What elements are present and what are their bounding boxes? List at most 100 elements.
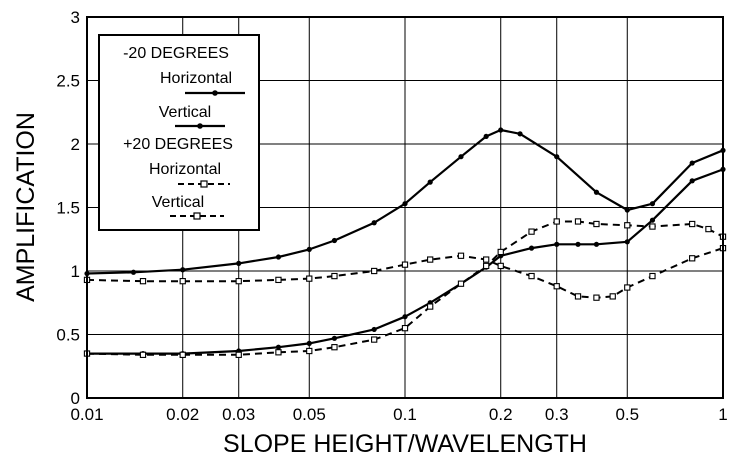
series-2 [83,244,727,301]
data-point [236,260,242,266]
legend-label-plus20-horizontal: Horizontal [149,161,221,178]
data-point [553,218,560,225]
data-point [306,275,313,282]
data-point [593,241,600,247]
data-point [427,179,433,185]
data-point [275,276,282,284]
data-point [483,133,489,139]
data-point [371,326,377,333]
data-point [402,201,408,207]
data-point [139,278,147,285]
data-point [371,220,377,226]
x-tick-label: 0.05 [293,405,326,424]
x-tick-label: 0.3 [545,405,569,424]
legend-box [98,34,260,231]
data-point [649,217,656,223]
y-tick-label: 2 [71,135,80,154]
x-tick-label: 0.03 [222,405,255,424]
data-point [371,267,378,275]
series-layer [83,127,727,358]
data-point [331,272,338,280]
data-point [553,283,560,290]
data-point [609,293,616,300]
data-point [235,278,242,285]
series-0 [84,127,726,277]
legend-label-minus20-horizontal: Horizontal [160,70,232,87]
data-point [306,246,312,253]
x-tick-label: 0.02 [166,405,199,424]
data-point [689,178,695,184]
x-tick-label: 0.5 [615,405,639,424]
data-point [689,220,696,228]
y-tick-labels: 0 0.5 1 1.5 2 2.5 3 [56,8,80,408]
data-point [705,225,712,233]
data-point [179,351,186,358]
data-point [275,344,282,350]
data-point [554,241,560,247]
data-point [528,228,535,235]
data-point [528,272,535,280]
x-tick-label: 0.1 [393,405,417,424]
legend-swatch-plus20-horizontal [178,180,230,188]
legend: -20 DEGREES Horizontal Vertical +20 DEGR… [98,34,260,231]
legend-label-plus20-vertical: Vertical [152,194,204,211]
data-point [306,347,313,355]
y-tick-label: 3 [71,8,80,27]
y-tick-label: 0 [71,389,80,408]
data-point [402,314,408,320]
legend-swatch-minus20-horizontal [185,90,245,96]
data-point [331,237,338,244]
data-point [497,262,504,270]
y-tick-label: 0.5 [56,326,80,345]
data-point [306,340,312,346]
x-tick-labels: 0.01 0.02 0.03 0.05 0.1 0.2 0.3 0.5 1 [70,405,727,424]
data-point [401,324,409,332]
y-tick-label: 2.5 [56,72,80,91]
data-point [331,335,338,341]
data-point [458,154,464,160]
data-point [575,241,581,247]
data-point [517,131,523,137]
series-line [86,247,724,299]
data-point [649,272,656,280]
plot-frame [86,16,724,399]
data-point [649,223,656,230]
data-point [331,344,338,351]
data-point [689,255,696,262]
data-point [371,336,378,343]
data-point [624,222,631,229]
legend-group-heading-minus20: -20 DEGREES [123,45,229,62]
data-point [139,351,147,358]
data-point [497,248,504,256]
data-point [528,245,535,251]
data-point [593,294,600,301]
legend-swatch-minus20-vertical [175,123,225,129]
data-point [574,218,582,225]
data-point [179,278,186,285]
data-point [130,269,137,275]
x-tick-label: 0.2 [489,405,513,424]
data-point [483,262,490,270]
data-point [624,284,631,291]
data-point [593,220,600,228]
data-point [427,303,434,310]
x-tick-label: 0.01 [70,405,103,424]
data-point [180,267,186,273]
y-axis-title: AMPLIFICATION [12,112,40,302]
y-tick-label: 1 [71,262,80,281]
data-point [483,256,490,263]
data-point [275,349,282,356]
x-axis-title: SLOPE HEIGHT/WAVELENGTH [223,430,587,458]
data-point [689,160,695,166]
data-point [624,207,630,213]
data-point [649,201,656,207]
series-line [86,220,724,356]
legend-label-minus20-vertical: Vertical [159,104,211,121]
data-point [574,293,582,300]
data-point [427,256,434,263]
data-point [457,280,465,287]
data-point [457,252,465,259]
data-point [554,154,560,160]
data-point [235,351,242,358]
